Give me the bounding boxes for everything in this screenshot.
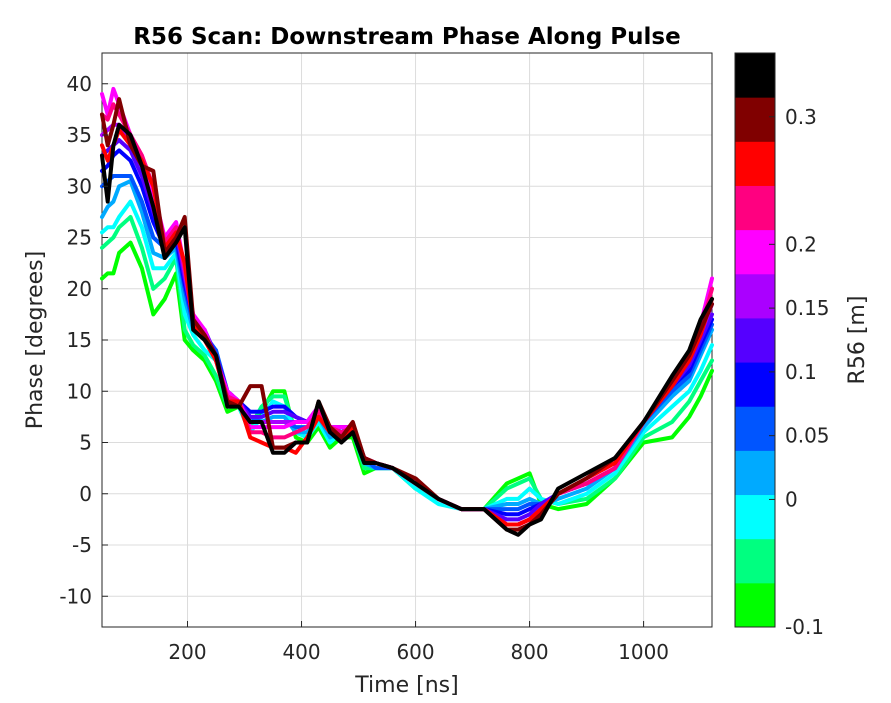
y-tick-label: 20 xyxy=(67,277,92,301)
x-axis-label: Time [ns] xyxy=(354,673,458,698)
colorbar-segment-3 xyxy=(735,450,775,496)
x-tick-label: 1000 xyxy=(618,640,669,664)
series-line-2 xyxy=(100,199,714,512)
colorbar-segment-11 xyxy=(735,97,775,142)
colorbar-segment-7 xyxy=(735,273,775,319)
y-tick-label: 15 xyxy=(67,328,92,352)
colorbar-segment-1 xyxy=(735,538,775,584)
colorbar-ticks: 0.3 0.2 0.15 0.1 0.05 0 -0.1 xyxy=(769,105,830,639)
y-tick-label: -5 xyxy=(72,533,92,557)
y-tick-label: 0 xyxy=(79,482,92,506)
colorbar-segment-5 xyxy=(735,362,775,407)
colorbar-tick-label: 0 xyxy=(785,487,798,511)
colorbar-segment-4 xyxy=(735,406,775,451)
colorbar xyxy=(735,53,775,628)
x-tick-label: 200 xyxy=(168,640,206,664)
x-tick-label: 800 xyxy=(510,640,548,664)
colorbar-segment-2 xyxy=(735,494,775,540)
colorbar-label: R56 [m] xyxy=(845,296,870,385)
series-group xyxy=(100,86,714,537)
colorbar-tick-label: 0.3 xyxy=(785,105,817,129)
colorbar-tick-label: 0.1 xyxy=(785,360,817,384)
colorbar-segment-10 xyxy=(735,141,775,186)
grid xyxy=(102,53,712,627)
y-tick-label: 25 xyxy=(67,226,92,250)
colorbar-tick-label: 0.15 xyxy=(785,296,830,320)
colorbar-segment-0 xyxy=(735,582,775,628)
y-tick-label: 40 xyxy=(67,72,92,96)
series-line-12 xyxy=(100,122,714,537)
x-axis-ticks: 200 400 600 800 1000 xyxy=(168,621,669,664)
y-tick-label: 5 xyxy=(79,431,92,455)
colorbar-tick-label: -0.1 xyxy=(785,615,824,639)
x-tick-label: 400 xyxy=(282,640,320,664)
x-tick-label: 600 xyxy=(396,640,434,664)
series-line-0 xyxy=(100,240,714,512)
y-tick-label: -10 xyxy=(59,584,92,608)
y-tick-label: 10 xyxy=(67,379,92,403)
colorbar-tick-label: 0.05 xyxy=(785,424,830,448)
y-axis-ticks: 40 35 30 25 20 15 10 5 0 -5 -10 xyxy=(59,72,108,608)
colorbar-segment-9 xyxy=(735,185,775,231)
y-tick-label: 30 xyxy=(67,174,92,198)
colorbar-border xyxy=(734,52,776,628)
chart-title: R56 Scan: Downstream Phase Along Pulse xyxy=(133,24,680,50)
colorbar-segment-6 xyxy=(735,317,775,363)
y-axis-label: Phase [degrees] xyxy=(23,251,48,429)
colorbar-segment-8 xyxy=(735,229,775,275)
colorbar-tick-label: 0.2 xyxy=(785,232,817,256)
y-tick-label: 35 xyxy=(67,123,92,147)
colorbar-segment-12 xyxy=(735,53,775,98)
